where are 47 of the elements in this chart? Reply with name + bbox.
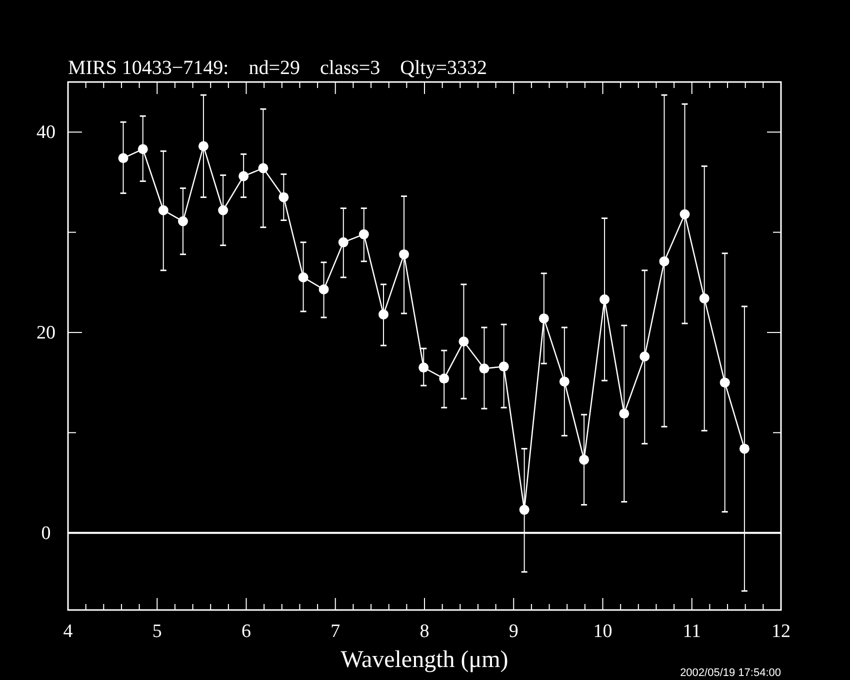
point [399,249,409,260]
point [699,293,710,304]
point [659,256,670,266]
x-tick-label: 8 [420,621,430,642]
point [318,284,329,294]
y-tick-label: 0 [41,522,51,544]
point [238,171,249,182]
x-tick-label: 7 [330,621,340,642]
point [680,209,690,220]
point [559,376,570,387]
x-tick-label: 11 [682,621,702,642]
point [338,237,348,248]
point [519,504,530,515]
point [118,153,128,164]
point [418,362,429,373]
x-tick-label: 5 [152,621,162,642]
point [720,378,730,388]
point [579,454,590,465]
point [498,362,509,372]
x-tick-label: 9 [508,621,518,642]
x-tick-label: 12 [772,621,790,642]
y-tick-label: 40 [36,122,56,144]
chart-title: MIRS 10433−7149: nd=29 class=3 Qlty=3332 [68,57,488,79]
point [258,163,268,174]
point [739,444,750,454]
point [298,272,308,282]
x-tick-label: 10 [593,621,612,642]
x-tick-label: 4 [63,621,74,642]
point [358,229,369,240]
x-tick-label: 6 [242,621,251,642]
point [378,309,389,320]
text: 2002/05/19 17:54:00 [680,667,781,679]
point [158,205,168,216]
point [458,336,469,346]
point [138,144,148,154]
point [218,205,228,216]
point [278,192,289,202]
point [619,408,630,419]
point [178,216,188,226]
point [479,364,490,374]
point [439,374,450,384]
point [600,294,610,304]
point [640,352,650,362]
point [198,141,208,152]
y-tick-label: 20 [36,322,56,344]
point [538,313,549,324]
x-axis-title: Wavelength (μm) [340,647,508,673]
